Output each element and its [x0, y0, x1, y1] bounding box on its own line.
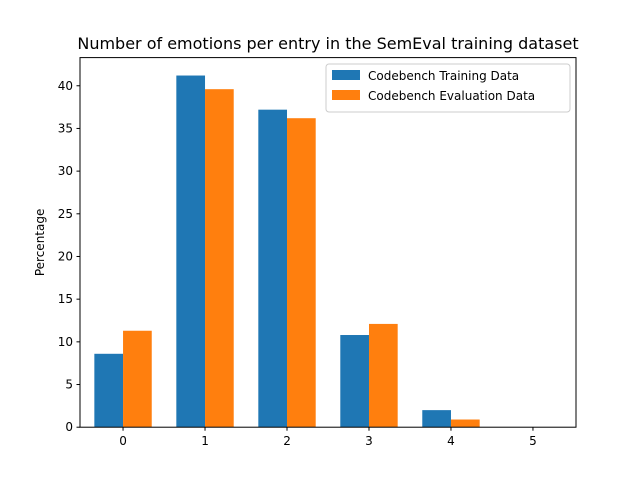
x-tick-label: 0	[119, 434, 127, 448]
bar-series0-1	[176, 75, 206, 428]
bar-series1-1	[205, 89, 234, 428]
x-tick-label: 5	[529, 434, 537, 448]
y-tick-label: 40	[58, 79, 73, 93]
bar-series1-0	[123, 330, 152, 428]
chart-title: Number of emotions per entry in the SemE…	[77, 34, 578, 53]
y-tick-label: 25	[58, 207, 73, 221]
y-axis-label: Percentage	[33, 209, 47, 277]
bar-series0-3	[340, 335, 369, 428]
y-tick-label: 15	[58, 292, 73, 306]
bar-series1-4	[450, 419, 480, 428]
legend-label-1: Codebench Evaluation Data	[368, 89, 535, 103]
x-tick-label: 2	[283, 434, 291, 448]
legend-label-0: Codebench Training Data	[368, 69, 519, 83]
x-tick-label: 4	[447, 434, 455, 448]
y-tick-label: 20	[58, 249, 73, 263]
y-axis: 0 5 10 15 20 25 30 35 40	[58, 79, 80, 434]
bar-series0-4	[422, 410, 451, 428]
legend-swatch-0	[332, 70, 360, 80]
y-tick-label: 30	[58, 164, 73, 178]
bar-series1-2	[287, 118, 316, 428]
legend: Codebench Training Data Codebench Evaluat…	[325, 63, 571, 113]
y-tick-label: 5	[65, 378, 73, 392]
bar-series0-2	[258, 109, 288, 428]
x-axis: 0 1 2 3 4 5	[119, 427, 537, 448]
legend-swatch-1	[332, 90, 360, 100]
bar-series1-3	[368, 323, 398, 428]
y-tick-label: 10	[58, 335, 73, 349]
legend-box	[325, 63, 571, 113]
y-tick-label: 0	[65, 420, 73, 434]
x-tick-label: 3	[365, 434, 373, 448]
plot-frame	[79, 57, 577, 428]
bars-group	[94, 75, 480, 428]
x-tick-label: 1	[201, 434, 209, 448]
y-tick-label: 35	[58, 121, 73, 135]
bar-series0-0	[94, 353, 124, 428]
